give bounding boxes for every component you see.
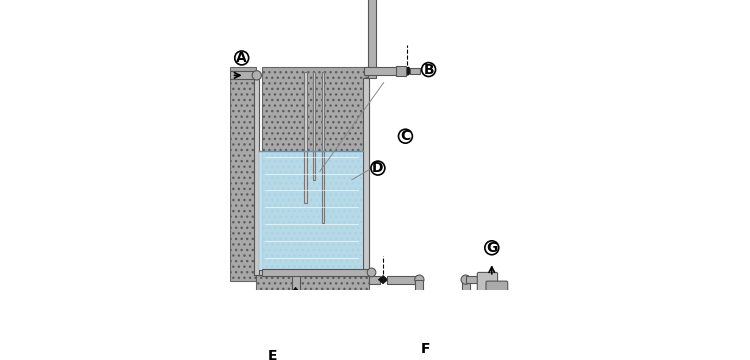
FancyBboxPatch shape xyxy=(486,281,508,319)
FancyBboxPatch shape xyxy=(304,72,307,203)
Polygon shape xyxy=(408,67,413,75)
Bar xyxy=(254,78,259,275)
Circle shape xyxy=(484,241,499,255)
Text: F: F xyxy=(421,342,430,356)
Circle shape xyxy=(266,349,279,360)
Circle shape xyxy=(235,51,249,65)
Polygon shape xyxy=(383,276,388,284)
FancyBboxPatch shape xyxy=(410,68,420,73)
Circle shape xyxy=(252,71,262,80)
FancyBboxPatch shape xyxy=(292,275,300,310)
Circle shape xyxy=(415,275,424,284)
Bar xyxy=(254,270,368,275)
FancyBboxPatch shape xyxy=(416,280,424,332)
FancyBboxPatch shape xyxy=(262,269,368,276)
FancyBboxPatch shape xyxy=(364,67,407,75)
Circle shape xyxy=(461,327,470,337)
FancyBboxPatch shape xyxy=(368,276,380,284)
FancyBboxPatch shape xyxy=(419,328,466,336)
Polygon shape xyxy=(230,67,256,281)
FancyBboxPatch shape xyxy=(266,301,274,338)
Polygon shape xyxy=(262,67,369,275)
Bar xyxy=(259,151,364,270)
Circle shape xyxy=(368,268,376,277)
Text: A: A xyxy=(236,51,247,65)
Text: C: C xyxy=(400,129,410,143)
Circle shape xyxy=(419,342,432,356)
Circle shape xyxy=(461,275,470,284)
Polygon shape xyxy=(378,276,383,284)
Polygon shape xyxy=(292,292,300,297)
FancyBboxPatch shape xyxy=(368,0,376,78)
Circle shape xyxy=(398,129,412,143)
Circle shape xyxy=(371,161,385,175)
Text: G: G xyxy=(486,241,497,255)
Circle shape xyxy=(265,334,274,343)
FancyBboxPatch shape xyxy=(477,273,497,304)
FancyBboxPatch shape xyxy=(230,71,254,80)
Polygon shape xyxy=(256,275,369,290)
FancyBboxPatch shape xyxy=(387,276,419,284)
Bar xyxy=(396,66,406,76)
FancyBboxPatch shape xyxy=(466,276,483,283)
Circle shape xyxy=(415,327,424,337)
Text: E: E xyxy=(268,349,278,360)
Polygon shape xyxy=(404,67,408,75)
Text: B: B xyxy=(423,63,434,77)
Text: D: D xyxy=(372,161,384,175)
FancyBboxPatch shape xyxy=(322,72,324,223)
Bar xyxy=(480,316,506,320)
FancyBboxPatch shape xyxy=(269,334,290,343)
Polygon shape xyxy=(292,287,300,292)
Circle shape xyxy=(265,296,274,305)
FancyBboxPatch shape xyxy=(266,297,296,305)
FancyBboxPatch shape xyxy=(313,72,315,180)
Bar xyxy=(364,78,368,275)
FancyBboxPatch shape xyxy=(462,280,470,332)
Circle shape xyxy=(422,63,436,77)
